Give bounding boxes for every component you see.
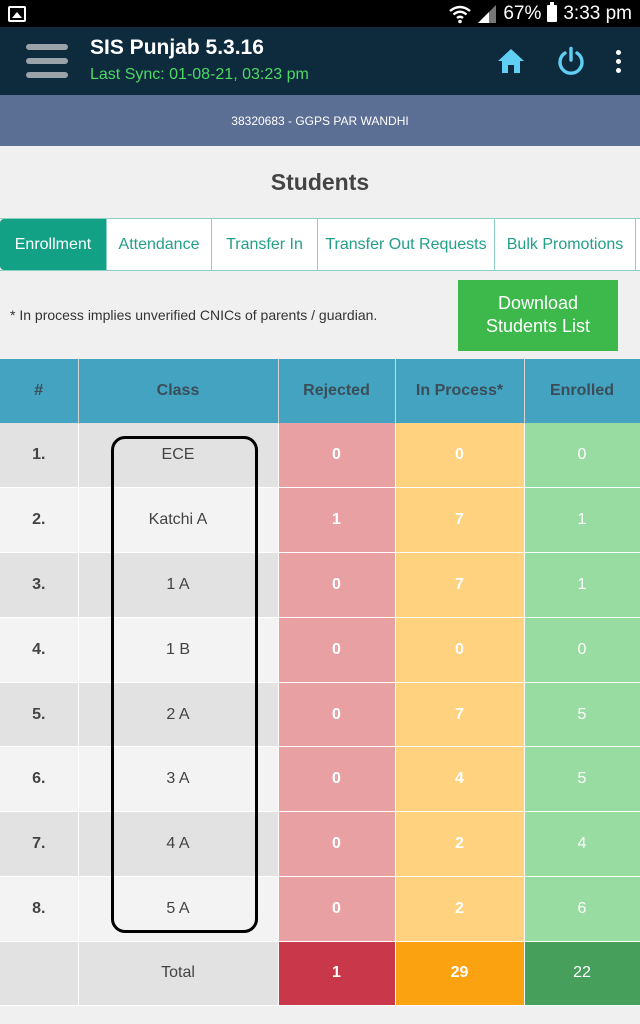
row-rejected: 0 bbox=[278, 552, 396, 618]
row-number: 7. bbox=[0, 811, 79, 878]
row-in-process: 2 bbox=[395, 811, 525, 878]
signal-icon bbox=[477, 4, 497, 24]
row-rejected: 0 bbox=[278, 876, 396, 942]
app-titles: SIS Punjab 5.3.16 Last Sync: 01-08-21, 0… bbox=[90, 36, 492, 86]
table-row[interactable]: 2. Katchi A 1 7 1 bbox=[0, 487, 640, 554]
row-rejected: 0 bbox=[278, 811, 396, 878]
row-in-process: 7 bbox=[395, 552, 525, 618]
header-class: Class bbox=[78, 359, 279, 423]
row-number: 1. bbox=[0, 423, 79, 489]
row-enrolled: 1 bbox=[524, 487, 640, 554]
table-row[interactable]: 8. 5 A 0 2 6 bbox=[0, 876, 640, 942]
table-row[interactable]: 7. 4 A 0 2 4 bbox=[0, 811, 640, 878]
row-number: 5. bbox=[0, 682, 79, 748]
clock: 3:33 pm bbox=[563, 2, 632, 24]
row-rejected: 0 bbox=[278, 746, 396, 813]
app-bar: SIS Punjab 5.3.16 Last Sync: 01-08-21, 0… bbox=[0, 27, 640, 95]
battery-icon bbox=[547, 2, 558, 22]
row-enrolled: 0 bbox=[524, 423, 640, 489]
info-row: * In process implies unverified CNICs of… bbox=[0, 271, 640, 359]
row-rejected: 1 bbox=[278, 487, 396, 554]
download-label-line2: Students List bbox=[485, 316, 591, 336]
row-in-process: 7 bbox=[395, 487, 525, 554]
row-number: 2. bbox=[0, 487, 79, 554]
header-in-process: In Process* bbox=[395, 359, 525, 423]
table-row[interactable]: 3. 1 A 0 7 1 bbox=[0, 552, 640, 618]
enrollment-table: # Class Rejected In Process* Enrolled 1.… bbox=[0, 359, 640, 1006]
tab-transfer-in[interactable]: Transfer In bbox=[212, 219, 318, 270]
tab-bulk-promotions[interactable]: Bulk Promotions bbox=[495, 219, 636, 270]
download-students-list-button[interactable]: Download Students List bbox=[458, 279, 618, 351]
table-row[interactable]: 5. 2 A 0 7 5 bbox=[0, 682, 640, 748]
header-enrolled: Enrolled bbox=[524, 359, 640, 423]
total-number bbox=[0, 941, 79, 1006]
row-enrolled: 4 bbox=[524, 811, 640, 878]
row-class: 5 A bbox=[78, 876, 279, 942]
row-class: 4 A bbox=[78, 811, 279, 878]
header-number: # bbox=[0, 359, 79, 423]
tab-bar: Enrollment Attendance Transfer In Transf… bbox=[0, 218, 640, 271]
row-in-process: 4 bbox=[395, 746, 525, 813]
last-sync: Last Sync: 01-08-21, 03:23 pm bbox=[90, 66, 309, 83]
row-number: 4. bbox=[0, 617, 79, 683]
row-enrolled: 1 bbox=[524, 552, 640, 618]
battery-percent: 67% bbox=[503, 2, 542, 24]
row-class: 1 A bbox=[78, 552, 279, 618]
row-enrolled: 5 bbox=[524, 682, 640, 748]
table-total-row: Total 1 29 22 bbox=[0, 941, 640, 1006]
table-row[interactable]: 4. 1 B 0 0 0 bbox=[0, 617, 640, 683]
more-vert-icon[interactable] bbox=[612, 42, 624, 80]
menu-icon[interactable] bbox=[26, 44, 68, 78]
tab-attendance[interactable]: Attendance bbox=[107, 219, 212, 270]
total-in-process: 29 bbox=[395, 941, 525, 1006]
tab-enrollment[interactable]: Enrollment bbox=[0, 219, 107, 270]
row-class: 3 A bbox=[78, 746, 279, 813]
wifi-icon bbox=[449, 4, 472, 24]
row-in-process: 7 bbox=[395, 682, 525, 748]
row-number: 6. bbox=[0, 746, 79, 813]
table-header-row: # Class Rejected In Process* Enrolled bbox=[0, 359, 640, 423]
row-enrolled: 6 bbox=[524, 876, 640, 942]
row-number: 3. bbox=[0, 552, 79, 618]
page-title: Students bbox=[270, 168, 370, 195]
row-class: ECE bbox=[78, 423, 279, 489]
total-rejected: 1 bbox=[278, 941, 396, 1006]
table-row[interactable]: 1. ECE 0 0 0 bbox=[0, 423, 640, 489]
school-banner: 38320683 - GGPS PAR WANDHI bbox=[0, 95, 640, 146]
row-in-process: 0 bbox=[395, 617, 525, 683]
in-process-note: * In process implies unverified CNICs of… bbox=[10, 307, 378, 323]
row-number: 8. bbox=[0, 876, 79, 942]
header-rejected: Rejected bbox=[278, 359, 396, 423]
app-title: SIS Punjab 5.3.16 bbox=[90, 36, 264, 59]
gallery-icon bbox=[8, 5, 26, 22]
row-enrolled: 0 bbox=[524, 617, 640, 683]
row-enrolled: 5 bbox=[524, 746, 640, 813]
download-label-line1: Download bbox=[497, 293, 579, 313]
row-rejected: 0 bbox=[278, 682, 396, 748]
total-label: Total bbox=[78, 941, 279, 1006]
row-class: 2 A bbox=[78, 682, 279, 748]
table-row[interactable]: 6. 3 A 0 4 5 bbox=[0, 746, 640, 813]
row-in-process: 0 bbox=[395, 423, 525, 489]
tab-transfer-out-requests[interactable]: Transfer Out Requests bbox=[318, 219, 495, 270]
row-class: 1 B bbox=[78, 617, 279, 683]
row-rejected: 0 bbox=[278, 423, 396, 489]
home-icon[interactable] bbox=[492, 42, 530, 80]
row-in-process: 2 bbox=[395, 876, 525, 942]
total-enrolled: 22 bbox=[524, 941, 640, 1006]
power-icon[interactable] bbox=[552, 42, 590, 80]
row-rejected: 0 bbox=[278, 617, 396, 683]
row-class: Katchi A bbox=[78, 487, 279, 554]
status-bar: 67% 3:33 pm bbox=[0, 0, 640, 27]
